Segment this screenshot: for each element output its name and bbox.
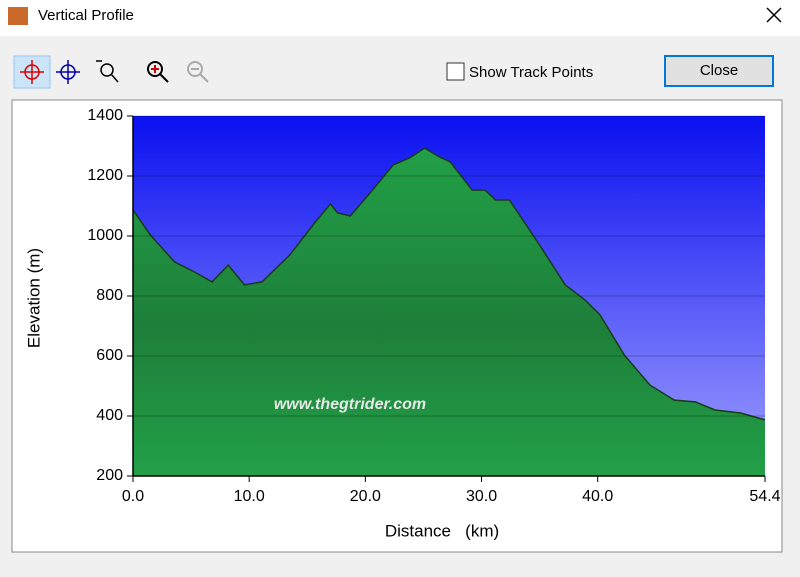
window-title: Vertical Profile [38,7,134,24]
x-tick-label: 54.4 [749,488,780,505]
checkbox[interactable] [446,62,465,81]
tool-crosshair-blue[interactable] [56,60,80,84]
x-tick-label: 10.0 [234,488,265,505]
close-window[interactable] [766,7,782,23]
tool-crosshair-red[interactable] [20,60,44,84]
tool-zoom-region[interactable] [96,60,119,83]
close-button[interactable] [664,55,774,87]
y-tick-label: 1400 [87,107,123,124]
x-axis-label: Distance (km) [385,521,499,540]
area-fill [133,148,765,476]
y-tick-label: 600 [96,347,123,364]
tool-zoom-out[interactable] [187,61,209,83]
profile-line [132,147,766,421]
y-tick-label: 400 [96,407,123,424]
x-tick-label: 0.0 [122,488,144,505]
tool-zoom-in[interactable] [147,61,169,83]
y-tick-label: 1200 [87,167,123,184]
y-tick-label: 200 [96,467,123,484]
x-tick-label: 20.0 [350,488,381,505]
app-icon [8,7,28,25]
chart: 200 400 600 800 1000 1200 1400 0.0 10.0 20.0 30.0 4… [24,107,780,540]
checkbox-label[interactable]: Show Track Points [469,64,593,81]
annotation: www.thegtrider.com [274,396,426,413]
y-axis-label: Elevation (m) [24,248,43,348]
title-bar [0,0,800,36]
x-tick-label: 40.0 [582,488,613,505]
y-tick-label: 1000 [87,227,123,244]
close-button-label[interactable]: Close [700,62,738,79]
x-tick-label: 30.0 [466,488,497,505]
y-tick-label: 800 [96,287,123,304]
